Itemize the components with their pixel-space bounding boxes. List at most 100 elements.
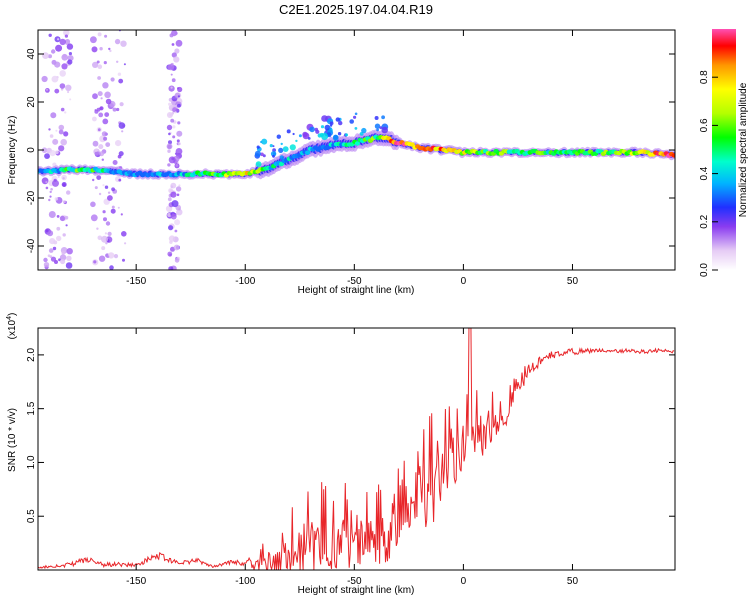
spectrogram-wisp-cell: [260, 152, 264, 157]
spectrogram-x-axis-label: Height of straight line (km): [298, 285, 415, 296]
spectrogram-noise-cell: [52, 138, 59, 145]
spectrogram-noise-cell: [172, 125, 176, 129]
spectrogram-noise-cell: [57, 176, 60, 178]
spectrogram-y-tick-label: 20: [26, 96, 37, 108]
spectrogram-wisp-cell: [280, 142, 283, 146]
spectrogram-wisp-cell: [335, 117, 340, 122]
spectrogram-noise-cell: [108, 47, 111, 51]
snr-x-tick-label: -150: [126, 576, 146, 587]
spectrogram-wisp-cell: [321, 115, 328, 122]
spectrogram-y-tick-label: 40: [26, 48, 37, 60]
spectrogram-wisp-cell: [320, 125, 325, 129]
spectrogram-noise-cell: [63, 111, 67, 114]
spectrogram-noise-cell: [169, 33, 174, 38]
spectrogram-noise-cell: [64, 215, 69, 220]
spectrogram-noise-cell: [60, 138, 67, 146]
spectrogram-noise-cell: [66, 248, 73, 255]
spectrogram-noise-cell: [176, 209, 183, 216]
spectrogram-noise-cell: [102, 184, 105, 187]
spectrogram-wisp-cell: [256, 145, 260, 149]
spectrogram-noise-cell: [170, 191, 177, 198]
spectrogram-noise-cell: [50, 188, 53, 191]
spectrogram-noise-cell: [58, 129, 64, 135]
spectrogram-noise-cell: [112, 107, 117, 112]
spectrogram-noise-cell: [44, 153, 50, 160]
snr-y-axis-label: SNR (10 * v/v): [7, 408, 18, 472]
spectrogram-wisp-cell: [353, 115, 357, 119]
spectrogram-noise-cell: [112, 160, 118, 165]
snr-x-tick-label: 50: [567, 576, 579, 587]
spectrogram-wisp-cell: [302, 131, 308, 138]
spectrogram-noise-cell: [92, 93, 98, 100]
spectrogram-wisp-cell: [282, 146, 289, 153]
spectrogram-wisp-cell: [270, 151, 277, 157]
spectrogram-noise-cell: [98, 112, 104, 118]
spectrogram-noise-cell: [168, 97, 173, 102]
spectrogram-noise-cell: [170, 73, 173, 76]
spectrogram-noise-cell: [90, 214, 98, 222]
spectrogram-noise-cell: [97, 64, 103, 69]
spectrogram-noise-cell: [118, 151, 124, 157]
snr-panel: -150 -100 -50 0 50 0.5 1.0 1.5 2.0 Height of str…: [6, 313, 676, 596]
spectrogram-noise-cell: [61, 54, 68, 61]
spectrogram-noise-cell: [101, 235, 108, 243]
spectrogram-noise-cell: [174, 258, 180, 263]
spectrogram-noise-cell: [120, 213, 123, 216]
spectrogram-noise-cell: [118, 122, 126, 129]
spectrogram-noise-cell: [107, 191, 111, 194]
spectrogram-noise-cell: [177, 86, 183, 93]
colorbar-gradient: [712, 29, 736, 270]
spectrogram-noise-cell: [45, 229, 49, 233]
spectrogram-noise-cell: [105, 242, 108, 245]
spectrogram-noise-cell: [167, 197, 172, 202]
spectrogram-noise-cell: [98, 144, 104, 150]
spectrogram-noise-cell: [93, 260, 97, 264]
spectrogram-wisp-cell: [261, 138, 268, 145]
spectrogram-noise-cell: [174, 31, 178, 35]
spectrogram-noise-cell: [90, 201, 96, 208]
spectrogram-noise-cell: [97, 128, 101, 132]
spectrogram-noise-cell: [66, 255, 72, 261]
spectrogram-noise-cell: [167, 163, 171, 167]
spectrogram-noise-cell: [109, 49, 112, 53]
spectrogram-noise-cell: [91, 46, 98, 53]
spectrogram-noise-cell: [107, 252, 115, 259]
spectrogram-noise-cell: [41, 147, 48, 153]
spectrogram-noise-cell: [60, 258, 66, 265]
colorbar: 0.0 0.2 0.4 0.6 0.8 Normalized spectral ampl…: [699, 29, 749, 277]
spectrogram-noise-cell: [168, 266, 174, 270]
spectrogram-noise-cell: [54, 197, 58, 201]
spectrogram-noise-cell: [94, 148, 98, 152]
snr-y-tick-label: 1.5: [26, 401, 37, 415]
spectrogram-noise-cell: [167, 149, 171, 153]
spectrogram-noise-cell: [167, 213, 172, 217]
spectrogram-noise-cell: [109, 265, 114, 270]
spectrogram-wisp-cell: [278, 147, 284, 153]
spectrogram-noise-cell: [121, 130, 124, 133]
spectrogram-noise-cell: [175, 148, 183, 155]
spectrogram-x-tick-label: -150: [126, 276, 146, 287]
spectrogram-noise-cell: [175, 39, 183, 47]
spectrogram-noise-cell: [170, 86, 173, 89]
colorbar-tick-label: 0.2: [699, 214, 710, 228]
spectrogram-wisp-cell: [307, 137, 311, 140]
spectrogram-noise-cell: [116, 107, 120, 112]
spectrogram-noise-cell: [104, 112, 110, 117]
spectrogram-noise-cell: [166, 124, 173, 131]
spectrogram-wisp-cell: [276, 134, 281, 139]
spectrogram-noise-cell: [48, 211, 56, 218]
spectrogram-noise-cell: [168, 156, 176, 164]
spectrogram-noise-cell: [59, 254, 67, 261]
spectrogram-noise-cell: [97, 32, 102, 37]
spectrogram-x-tick-label: -100: [235, 276, 255, 287]
spectrogram-noise-cell: [60, 107, 65, 112]
spectrogram-noise-cell: [50, 112, 57, 119]
spectrogram-noise-cell: [173, 244, 180, 251]
spectrogram-noise-cell: [102, 82, 109, 89]
spectrogram-noise-cell: [48, 33, 52, 37]
spectrogram-noise-cell: [69, 98, 72, 101]
spectrogram-noise-cell: [121, 231, 127, 237]
spectrogram-wisp-cell: [254, 150, 261, 157]
spectrogram-noise-cell: [99, 47, 103, 51]
spectrogram-noise-cell: [118, 178, 122, 182]
